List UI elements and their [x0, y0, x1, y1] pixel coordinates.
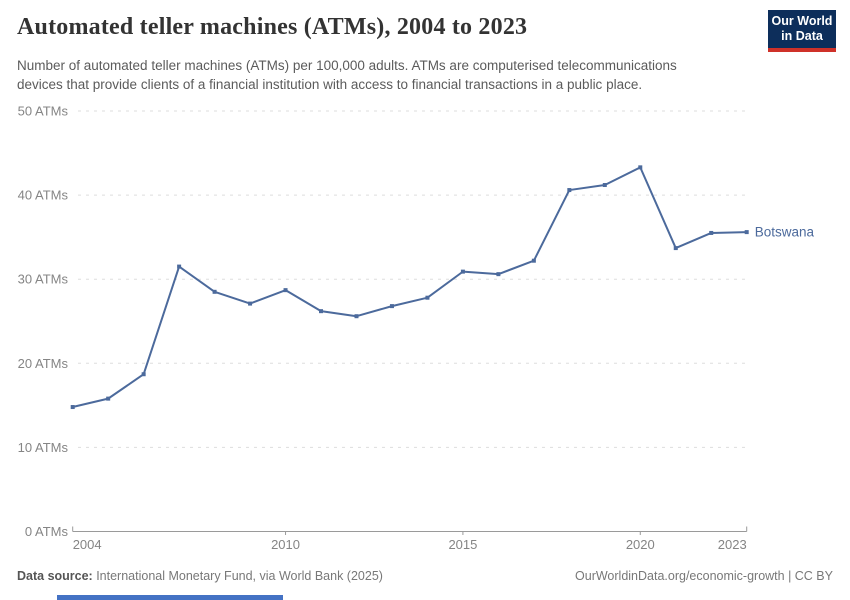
svg-text:50 ATMs: 50 ATMs	[18, 104, 69, 119]
svg-text:30 ATMs: 30 ATMs	[18, 272, 69, 287]
svg-text:10 ATMs: 10 ATMs	[18, 440, 69, 455]
svg-text:2023: 2023	[718, 537, 747, 552]
chart-subtitle-line2: devices that provide clients of a financ…	[17, 77, 643, 92]
page-title: Automated teller machines (ATMs), 2004 t…	[17, 14, 528, 40]
owid-logo[interactable]: Our World in Data	[768, 10, 836, 52]
svg-text:0 ATMs: 0 ATMs	[25, 524, 69, 539]
data-source-label: Data source:	[17, 569, 93, 583]
y-axis-tick-labels: 0 ATMs 10 ATMs 20 ATMs 30 ATMs 40 ATMs 50 ATM…	[18, 104, 69, 540]
series-entity-label[interactable]: Botswana	[755, 225, 815, 240]
svg-text:20 ATMs: 20 ATMs	[18, 356, 69, 371]
svg-text:40 ATMs: 40 ATMs	[18, 188, 69, 203]
plot-area[interactable]	[70, 165, 749, 410]
credit-link[interactable]: OurWorldinData.org/economic-growth | CC …	[575, 569, 833, 583]
chart-subtitle: Number of automated teller machines (ATM…	[17, 56, 777, 94]
x-axis-tick-labels: 2004 2010 2015 2020 2023	[73, 537, 747, 552]
owid-logo-line1: Our World	[771, 14, 833, 28]
data-source-text: International Monetary Fund, via World B…	[92, 569, 383, 583]
svg-text:2010: 2010	[271, 537, 300, 552]
chart-subtitle-line1: Number of automated teller machines (ATM…	[17, 58, 677, 73]
owid-logo-line2: in Data	[781, 29, 823, 43]
series-line-botswana[interactable]	[70, 165, 749, 410]
x-axis	[72, 526, 748, 535]
bottom-accent-bar	[57, 595, 283, 600]
svg-text:2004: 2004	[73, 537, 102, 552]
gridlines	[78, 110, 745, 448]
svg-text:2020: 2020	[626, 537, 655, 552]
data-source-note: Data source: International Monetary Fund…	[17, 569, 383, 583]
svg-text:2015: 2015	[448, 537, 477, 552]
